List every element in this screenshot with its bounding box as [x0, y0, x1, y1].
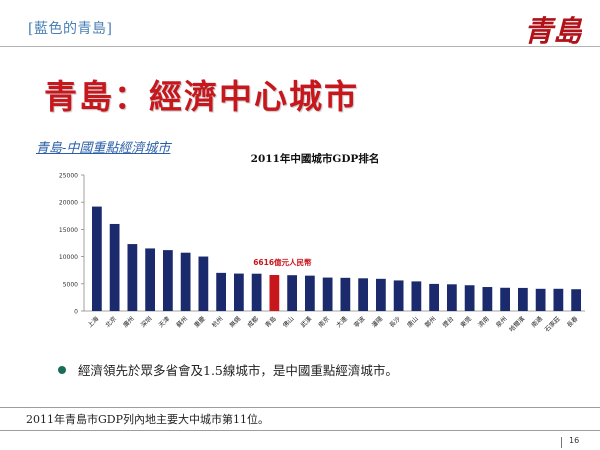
- y-tick-label: 20000: [59, 200, 78, 207]
- qingdao-logo: 青島: [524, 14, 582, 48]
- bar-石家莊: [553, 288, 564, 311]
- bar-哈爾濱: [517, 287, 528, 311]
- bar-杭州: [216, 272, 227, 311]
- bar-無錫: [233, 273, 244, 311]
- x-tick-label: 深圳: [139, 315, 153, 329]
- bar-南京: [322, 277, 333, 311]
- x-tick-label: 佛山: [281, 315, 295, 329]
- chart-title: 2011年中國城市GDP排名: [251, 152, 380, 165]
- bar-青島: [269, 275, 280, 311]
- page-title: 青島：經濟中心城市: [44, 77, 359, 116]
- logo-text: 青島: [524, 14, 582, 48]
- x-tick-label: 哈爾濱: [508, 315, 527, 334]
- gdp-bar-chart-svg: 2011年中國城市GDP排名 0 5000 10000 15000 20000 25000…: [59, 152, 585, 334]
- bar-北京: [109, 223, 120, 311]
- y-tick-label: 0: [74, 309, 78, 316]
- bar-上海: [91, 206, 102, 311]
- bullet-dot-icon: [58, 365, 66, 374]
- bullet-point: 經濟領先於眾多省會及1.5線城市，是中國重點經濟城市。: [58, 360, 398, 379]
- gdp-chart: 2011年中國城市GDP排名 0 5000 10000 15000 20000 25000…: [30, 145, 600, 350]
- bar-蘇州: [180, 252, 191, 311]
- x-tick-label: 東莞: [459, 315, 473, 329]
- footnote: 2011年青島市GDP列內地主要大中城市第11位。: [26, 413, 269, 426]
- bar-重慶: [198, 256, 209, 311]
- y-tick-label: 15000: [59, 227, 78, 234]
- bar-成都: [251, 273, 262, 311]
- bar-瀋陽: [375, 278, 386, 311]
- x-tick-label: 瀋陽: [370, 315, 384, 329]
- y-tick-label: 10000: [59, 254, 78, 261]
- bar-唐山: [411, 281, 422, 311]
- x-tick-label: 寧波: [352, 315, 366, 329]
- x-tick-label: 唐山: [405, 315, 419, 329]
- x-tick-label: 天津: [157, 315, 171, 329]
- x-tick-label: 長春: [565, 315, 579, 329]
- bar-煙台: [446, 284, 457, 311]
- x-tick-label: 南京: [317, 315, 331, 329]
- x-tick-label: 鄭州: [423, 315, 437, 329]
- subtitle-link[interactable]: 青島-中國重點經濟城市: [36, 141, 171, 156]
- bar-武漢: [304, 275, 315, 311]
- bar-泉州: [500, 287, 511, 311]
- x-tick-label: 大連: [334, 314, 349, 329]
- footnote-box: [0, 407, 600, 431]
- bar-深圳: [145, 248, 156, 311]
- bar-廣州: [127, 244, 138, 311]
- header-divider: [0, 46, 600, 47]
- x-tick-label: 蘇州: [175, 315, 189, 329]
- x-tick-label: 北京: [104, 315, 118, 329]
- y-tick-label: 25000: [59, 173, 78, 180]
- x-tick-label: 泉州: [494, 315, 508, 329]
- bar-長沙: [393, 280, 404, 311]
- x-tick-label: 南通: [530, 315, 544, 329]
- x-tick-label: 長沙: [388, 315, 402, 329]
- x-tick-label: 重慶: [192, 315, 206, 329]
- page-number-divider: [561, 437, 562, 448]
- page-number: 16: [569, 436, 580, 445]
- section-tag: [藍色的青島]: [28, 21, 113, 37]
- x-tick-label: 上海: [86, 315, 100, 329]
- bar-天津: [162, 250, 173, 311]
- bar-濟南: [482, 287, 493, 311]
- x-tick-label: 廣州: [121, 315, 135, 329]
- bar-長春: [571, 289, 582, 311]
- x-tick-label: 杭州: [210, 315, 224, 329]
- bullet-text: 經濟領先於眾多省會及1.5線城市，是中國重點經濟城市。: [78, 363, 398, 378]
- x-tick-label: 青島: [263, 315, 277, 329]
- bar-寧波: [358, 278, 369, 311]
- x-tick-label: 武漢: [299, 315, 313, 329]
- x-tick-label: 成都: [246, 315, 260, 329]
- x-tick-label: 石家莊: [543, 315, 562, 334]
- bar-大連: [340, 277, 351, 311]
- bar-東莞: [464, 285, 475, 311]
- bar-南通: [535, 288, 546, 311]
- x-tick-label: 煙台: [441, 315, 455, 329]
- y-tick-label: 5000: [63, 281, 78, 288]
- highlight-data-label: 6616億元人民幣: [253, 257, 312, 267]
- x-tick-label: 無錫: [228, 315, 242, 329]
- bar-鄭州: [429, 283, 440, 311]
- x-tick-label: 濟南: [476, 315, 490, 329]
- bar-佛山: [287, 275, 298, 311]
